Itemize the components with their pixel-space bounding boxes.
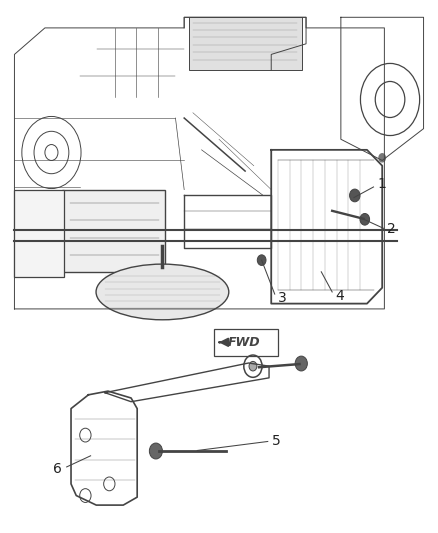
Circle shape	[295, 356, 307, 371]
Bar	[14, 190, 64, 277]
Circle shape	[360, 214, 370, 225]
Ellipse shape	[96, 264, 229, 320]
Circle shape	[249, 361, 257, 371]
FancyBboxPatch shape	[214, 329, 278, 356]
Text: 5: 5	[272, 434, 281, 448]
Circle shape	[257, 255, 266, 265]
Bar	[62, 190, 165, 272]
Circle shape	[350, 189, 360, 202]
Circle shape	[378, 153, 386, 163]
Text: FWD: FWD	[228, 336, 261, 349]
Text: 2: 2	[387, 222, 396, 236]
Text: 1: 1	[378, 177, 387, 191]
Circle shape	[149, 443, 162, 459]
Bar	[188, 17, 302, 70]
Text: 3: 3	[278, 292, 286, 305]
Text: 4: 4	[336, 289, 344, 303]
Text: 6: 6	[53, 462, 61, 476]
